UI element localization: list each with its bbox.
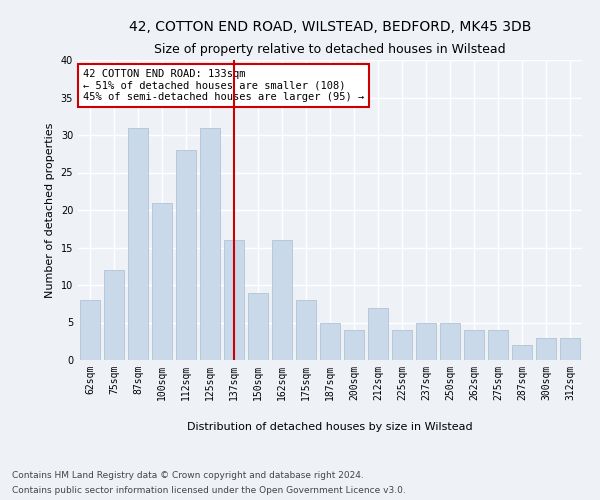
Text: Distribution of detached houses by size in Wilstead: Distribution of detached houses by size … <box>187 422 473 432</box>
Bar <box>368 308 388 360</box>
Text: 42 COTTON END ROAD: 133sqm
← 51% of detached houses are smaller (108)
45% of sem: 42 COTTON END ROAD: 133sqm ← 51% of deta… <box>83 69 364 102</box>
Bar <box>176 150 196 360</box>
Bar <box>104 270 124 360</box>
Text: Size of property relative to detached houses in Wilstead: Size of property relative to detached ho… <box>154 42 506 56</box>
Text: Contains HM Land Registry data © Crown copyright and database right 2024.: Contains HM Land Registry data © Crown c… <box>12 471 364 480</box>
Bar <box>440 322 460 360</box>
Bar <box>296 300 316 360</box>
Text: 42, COTTON END ROAD, WILSTEAD, BEDFORD, MK45 3DB: 42, COTTON END ROAD, WILSTEAD, BEDFORD, … <box>129 20 531 34</box>
Bar <box>128 128 148 360</box>
Bar <box>248 292 268 360</box>
Bar <box>224 240 244 360</box>
Bar <box>320 322 340 360</box>
Bar <box>344 330 364 360</box>
Bar <box>80 300 100 360</box>
Bar <box>536 338 556 360</box>
Bar <box>392 330 412 360</box>
Bar <box>200 128 220 360</box>
Bar <box>272 240 292 360</box>
Bar <box>464 330 484 360</box>
Y-axis label: Number of detached properties: Number of detached properties <box>45 122 55 298</box>
Bar <box>152 202 172 360</box>
Bar <box>488 330 508 360</box>
Bar <box>512 345 532 360</box>
Bar <box>416 322 436 360</box>
Text: Contains public sector information licensed under the Open Government Licence v3: Contains public sector information licen… <box>12 486 406 495</box>
Bar <box>560 338 580 360</box>
